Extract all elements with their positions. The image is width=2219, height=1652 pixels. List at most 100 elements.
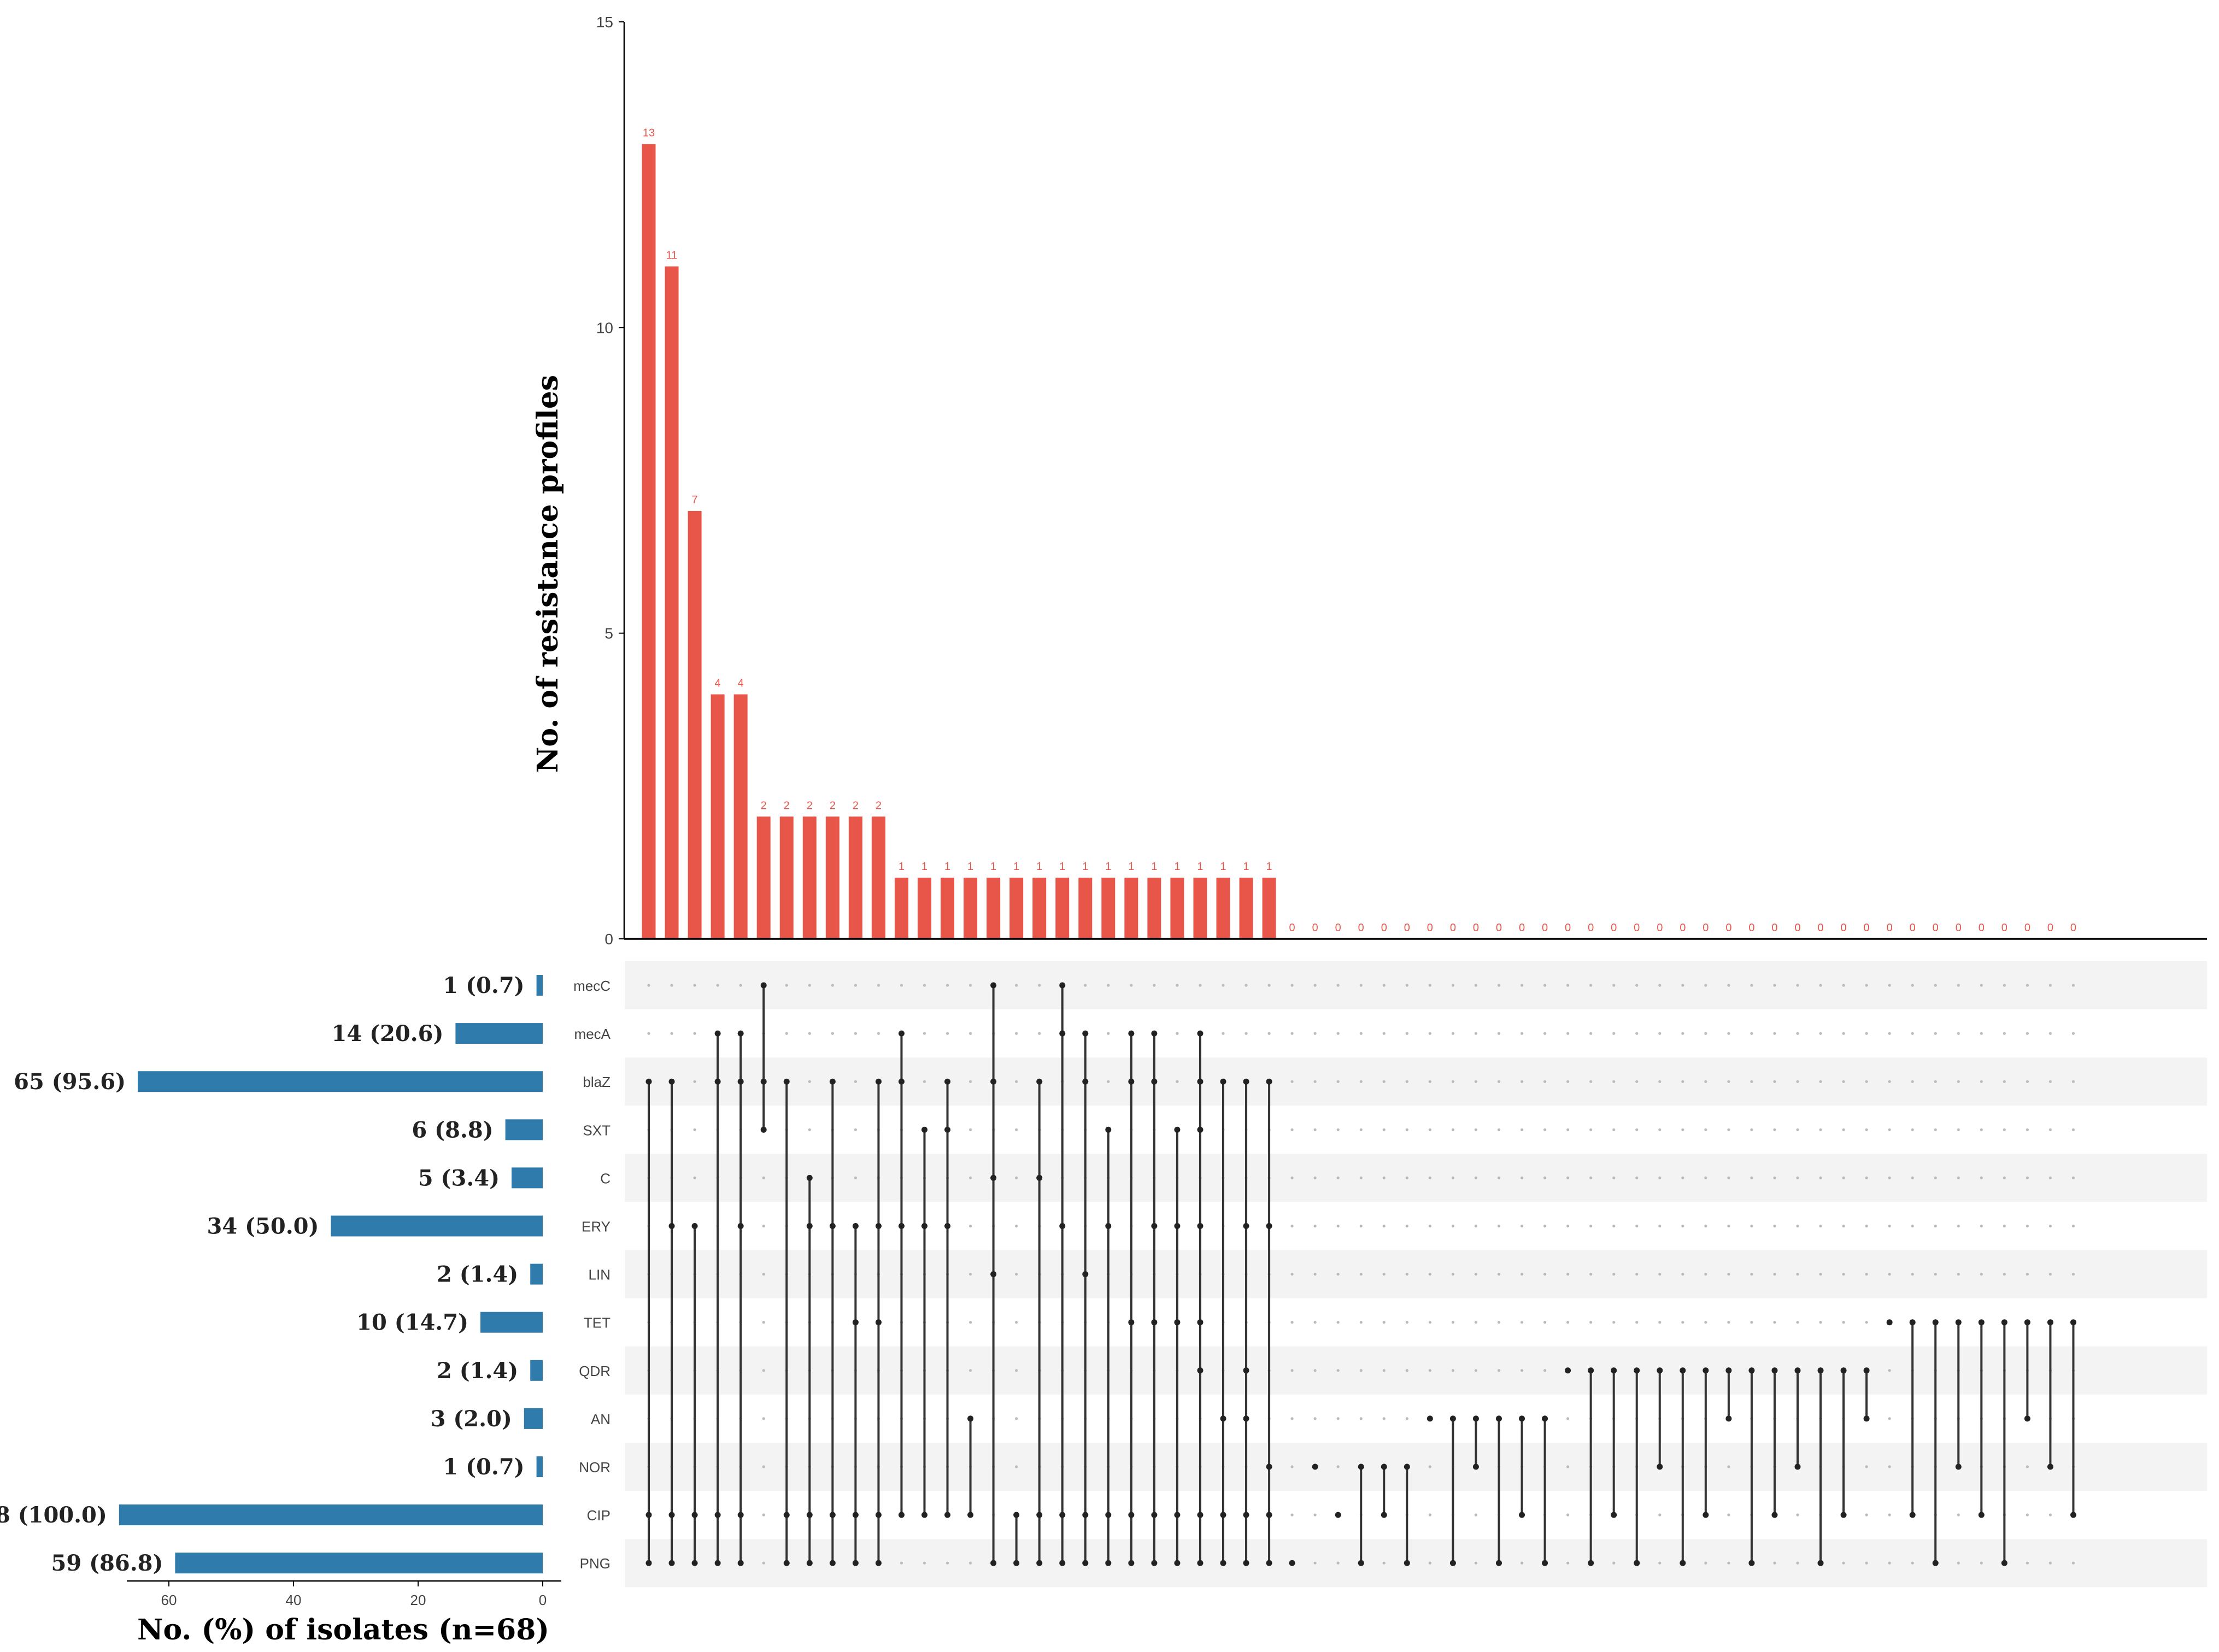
- matrix-empty-dot: [831, 984, 834, 987]
- matrix-empty-dot: [1038, 984, 1041, 987]
- matrix-empty-dot: [1313, 1513, 1317, 1516]
- bar-value-label: 13: [643, 127, 655, 139]
- bar-value-label: 0: [1473, 922, 1479, 934]
- matrix-empty-dot: [2048, 1273, 2052, 1276]
- matrix-empty-dot: [968, 1080, 972, 1083]
- bar-value-label: 1: [990, 861, 996, 873]
- matrix-empty-dot: [1336, 1369, 1340, 1372]
- matrix-empty-dot: [1428, 1561, 1431, 1565]
- bar-value-label: 0: [1657, 922, 1663, 934]
- matrix-empty-dot: [1589, 1032, 1593, 1035]
- matrix-filled-dot: [852, 1319, 859, 1326]
- matrix-empty-dot: [900, 1561, 903, 1565]
- set-size-label: 2 (1.4): [437, 1358, 518, 1384]
- matrix-empty-dot: [1566, 1465, 1570, 1468]
- matrix-empty-dot: [1888, 1176, 1891, 1179]
- matrix-empty-dot: [1635, 1128, 1639, 1131]
- matrix-empty-dot: [1359, 1032, 1363, 1035]
- matrix-empty-dot: [1589, 1321, 1593, 1324]
- matrix-empty-dot: [1520, 984, 1524, 987]
- matrix-filled-dot: [1036, 1174, 1043, 1181]
- matrix-empty-dot: [1727, 984, 1730, 987]
- matrix-empty-dot: [1888, 1032, 1891, 1035]
- matrix-empty-dot: [968, 1128, 972, 1131]
- matrix-empty-dot: [1336, 1273, 1340, 1276]
- matrix-filled-dot: [1220, 1512, 1226, 1518]
- matrix-empty-dot: [1451, 1224, 1454, 1228]
- matrix-empty-dot: [1290, 1321, 1294, 1324]
- matrix-empty-dot: [1382, 1224, 1386, 1228]
- matrix-empty-dot: [1635, 1032, 1639, 1035]
- matrix-empty-dot: [1704, 1128, 1707, 1131]
- matrix-filled-dot: [1128, 1078, 1135, 1085]
- matrix-empty-dot: [854, 1128, 857, 1131]
- matrix-empty-dot: [1911, 1128, 1914, 1131]
- matrix-filled-dot: [1358, 1560, 1364, 1566]
- matrix-empty-dot: [1704, 984, 1707, 987]
- matrix-empty-dot: [1084, 984, 1087, 987]
- matrix-empty-dot: [1451, 1176, 1454, 1179]
- matrix-filled-dot: [1909, 1319, 1916, 1326]
- matrix-filled-dot: [1266, 1560, 1272, 1566]
- row-stripe: [625, 1154, 2207, 1202]
- intersection-bar: [1078, 878, 1093, 939]
- matrix-filled-dot: [1220, 1560, 1226, 1566]
- matrix-empty-dot: [1658, 1128, 1662, 1131]
- bar-value-label: 0: [1748, 922, 1754, 934]
- matrix-empty-dot: [946, 984, 949, 987]
- matrix-empty-dot: [1107, 984, 1110, 987]
- matrix-filled-dot: [1151, 1030, 1158, 1037]
- matrix-empty-dot: [762, 1465, 765, 1468]
- matrix-empty-dot: [670, 984, 673, 987]
- bar-value-label: 0: [1427, 922, 1433, 934]
- matrix-filled-dot: [944, 1126, 951, 1133]
- matrix-filled-dot: [2047, 1319, 2053, 1326]
- matrix-empty-dot: [1497, 1032, 1501, 1035]
- matrix-empty-dot: [2048, 1176, 2052, 1179]
- intersection-bar: [1147, 878, 1161, 939]
- matrix-empty-dot: [1704, 1032, 1707, 1035]
- matrix-empty-dot: [1359, 1080, 1363, 1083]
- matrix-empty-dot: [1566, 1321, 1570, 1324]
- matrix-filled-dot: [1840, 1512, 1847, 1518]
- matrix-filled-dot: [1197, 1560, 1204, 1566]
- matrix-empty-dot: [2071, 1273, 2075, 1276]
- matrix-empty-dot: [1635, 1273, 1639, 1276]
- matrix-empty-dot: [1796, 1321, 1799, 1324]
- matrix-empty-dot: [1176, 1080, 1179, 1083]
- set-size-label: 1 (0.7): [443, 973, 524, 998]
- matrix-filled-dot: [2001, 1560, 2007, 1566]
- matrix-empty-dot: [1405, 1321, 1408, 1324]
- matrix-empty-dot: [1612, 1080, 1616, 1083]
- matrix-empty-dot: [1842, 1080, 1845, 1083]
- matrix-empty-dot: [1520, 1561, 1524, 1565]
- matrix-empty-dot: [1290, 1032, 1294, 1035]
- set-name-label: ERY: [582, 1219, 610, 1235]
- matrix-empty-dot: [1290, 1273, 1294, 1276]
- set-name-label: AN: [591, 1411, 610, 1427]
- matrix-filled-dot: [1381, 1512, 1387, 1518]
- matrix-filled-dot: [1588, 1560, 1594, 1566]
- matrix-filled-dot: [1243, 1512, 1249, 1518]
- intersection-bar: [1055, 878, 1070, 939]
- matrix-empty-dot: [1313, 1369, 1317, 1372]
- matrix-empty-dot: [1727, 1465, 1730, 1468]
- matrix-empty-dot: [1382, 1321, 1386, 1324]
- matrix-empty-dot: [1727, 1513, 1730, 1516]
- matrix-filled-dot: [737, 1078, 744, 1085]
- matrix-filled-dot: [714, 1512, 721, 1518]
- matrix-empty-dot: [1543, 1176, 1547, 1179]
- matrix-filled-dot: [1243, 1415, 1249, 1422]
- matrix-empty-dot: [1405, 984, 1408, 987]
- matrix-filled-dot: [1680, 1367, 1686, 1374]
- bar-value-label: 0: [2001, 922, 2007, 934]
- matrix-filled-dot: [1955, 1463, 1962, 1470]
- matrix-empty-dot: [1888, 984, 1891, 987]
- matrix-empty-dot: [1957, 1080, 1960, 1083]
- matrix-filled-dot: [760, 1078, 767, 1085]
- matrix-empty-dot: [1750, 1032, 1753, 1035]
- matrix-empty-dot: [1290, 1465, 1294, 1468]
- matrix-empty-dot: [693, 984, 696, 987]
- matrix-empty-dot: [1359, 1224, 1363, 1228]
- intersection-bar: [1216, 878, 1230, 939]
